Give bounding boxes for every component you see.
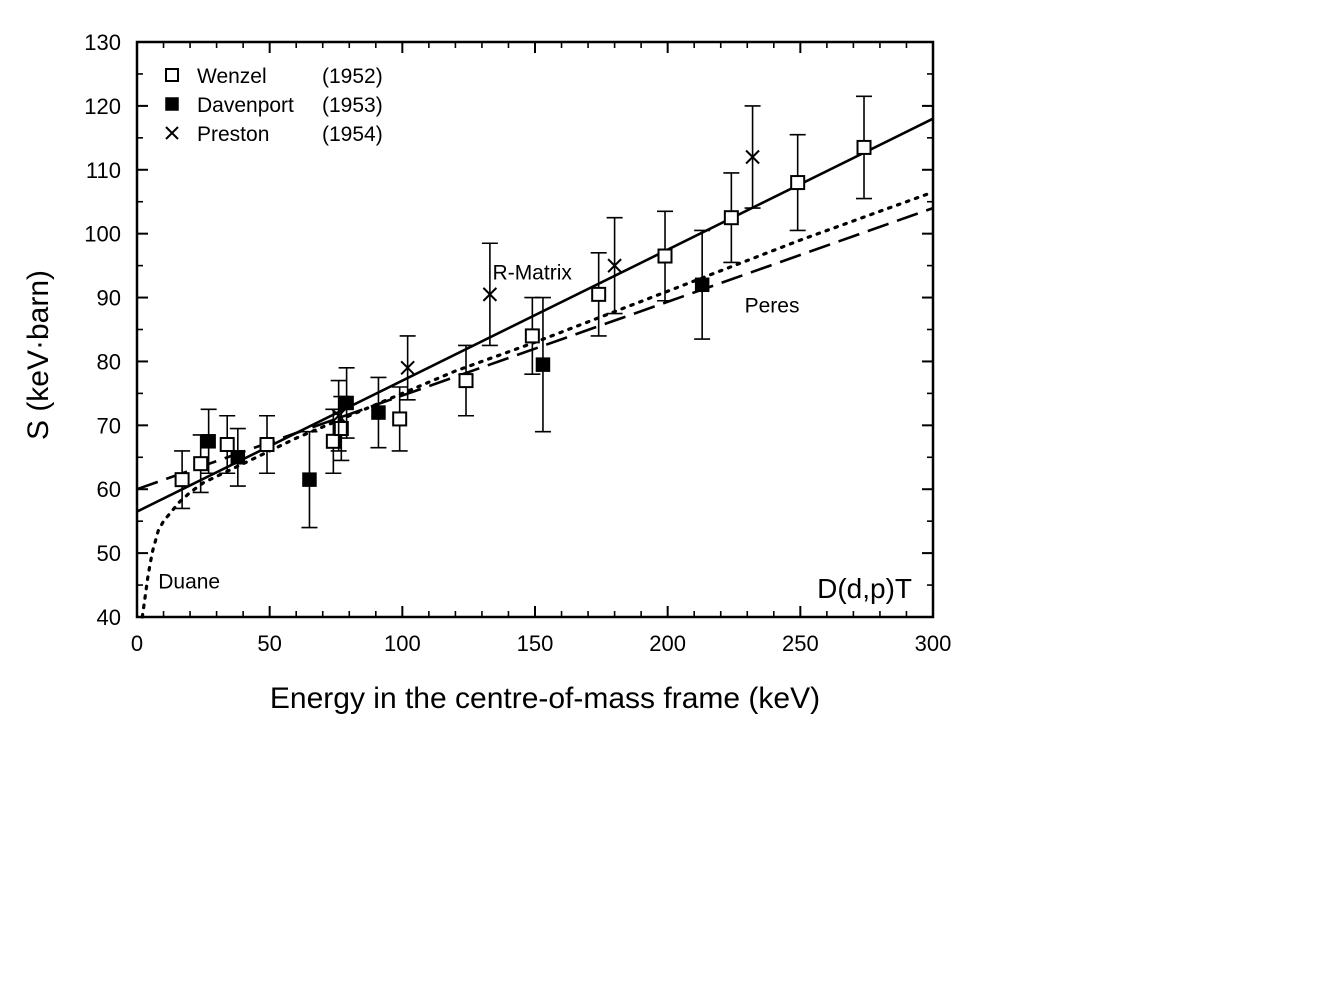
legend-year: (1953) <box>322 94 383 117</box>
data-point <box>789 133 806 232</box>
x-tick-label: 200 <box>649 631 686 656</box>
model-curves <box>136 117 935 619</box>
legend: Wenzel (1952) Davenport (1953) Preston (1954) <box>165 65 383 146</box>
reaction-label: D(d,p)T <box>817 573 912 604</box>
x-tick-label: 150 <box>517 631 554 656</box>
marker-cross <box>745 149 760 165</box>
marker-open-square <box>657 248 673 264</box>
y-tick-label: 60 <box>97 477 121 502</box>
data-point <box>229 427 246 487</box>
marker-cross <box>482 287 498 302</box>
data-point <box>723 172 740 264</box>
legend-year: (1954) <box>322 123 383 146</box>
legend-item-davenport: Davenport (1953) <box>165 94 383 117</box>
marker-cross <box>607 258 622 273</box>
marker-open-square <box>856 139 872 155</box>
marker-filled-square <box>201 434 216 449</box>
y-tick-label: 50 <box>97 541 121 566</box>
marker-filled-square <box>371 405 386 420</box>
curve-peres <box>136 206 934 491</box>
x-tick-labels: 0 50 100 150 200 250 300 <box>131 631 951 656</box>
legend-label: Wenzel <box>197 65 267 88</box>
marker-open-square <box>325 433 341 449</box>
data-point <box>458 344 475 417</box>
y-tick-label: 110 <box>86 158 121 183</box>
data-point <box>370 376 387 449</box>
marker-open-square <box>392 411 408 427</box>
y-axis-title: S (keV·barn) <box>22 270 55 440</box>
data-point <box>606 216 623 315</box>
curve-r-matrix <box>136 117 934 513</box>
data-point <box>338 367 355 439</box>
marker-open-square <box>524 328 540 344</box>
legend-item-wenzel: Wenzel (1952) <box>165 65 383 88</box>
marker-open-square <box>723 210 739 226</box>
data-point <box>481 242 498 347</box>
data-point <box>657 210 674 302</box>
marker-filled-square <box>339 395 354 411</box>
marker-open-square <box>174 472 190 488</box>
legend-item-preston: Preston (1954) <box>165 123 383 146</box>
marker-filled-square <box>302 472 317 487</box>
legend-marker-open-square <box>165 68 179 82</box>
legend-year: (1952) <box>322 65 383 88</box>
data-point <box>856 95 873 200</box>
marker-open-square <box>259 437 275 452</box>
data-point <box>200 408 217 475</box>
x-axis-title: Energy in the centre-of-mass frame (keV) <box>270 682 820 715</box>
y-tick-labels: 40 50 60 70 80 90 100 110 120 130 <box>84 30 121 630</box>
x-tick-label: 100 <box>384 631 421 656</box>
annotation-r-matrix: R-Matrix <box>493 262 573 285</box>
legend-marker-cross <box>165 126 179 140</box>
legend-label: Preston <box>197 123 269 146</box>
marker-open-square <box>790 175 806 191</box>
data-point <box>301 430 318 529</box>
legend-marker-filled-square <box>165 97 179 111</box>
y-tick-label: 70 <box>97 413 121 438</box>
y-tick-label: 120 <box>84 94 121 119</box>
series-preston <box>330 105 761 452</box>
data-point <box>694 229 711 340</box>
x-tick-label: 50 <box>257 631 281 656</box>
marker-open-square <box>458 373 474 389</box>
data-point <box>524 296 541 376</box>
marker-cross <box>331 408 346 423</box>
x-tick-label: 250 <box>782 631 819 656</box>
x-tick-label: 300 <box>915 631 952 656</box>
data-point <box>174 450 191 510</box>
y-tick-label: 40 <box>97 605 121 630</box>
marker-open-square <box>219 437 235 452</box>
marker-filled-square <box>230 450 246 465</box>
marker-open-square <box>591 286 607 302</box>
data-point <box>391 386 408 452</box>
annotation-duane: Duane <box>158 570 220 593</box>
y-tick-label: 100 <box>84 222 121 247</box>
y-tick-label: 80 <box>97 349 121 374</box>
legend-label: Davenport <box>197 94 294 117</box>
y-tick-label: 130 <box>84 30 121 55</box>
series-davenport <box>200 229 711 529</box>
data-point <box>590 252 607 337</box>
data-point <box>192 434 209 494</box>
curve-duane <box>140 190 935 619</box>
annotation-peres: Peres <box>745 294 800 317</box>
data-point <box>534 296 551 433</box>
data-points <box>174 95 873 529</box>
x-tick-label: 0 <box>131 631 143 656</box>
data-point <box>219 414 236 475</box>
axis-ticks <box>136 41 934 618</box>
data-point <box>330 379 347 452</box>
data-point <box>259 414 276 475</box>
marker-filled-square <box>535 357 551 372</box>
marker-cross <box>400 360 415 376</box>
series-wenzel <box>174 95 873 510</box>
curve-annotations: R-Matrix Peres Duane <box>158 262 799 594</box>
data-point <box>399 335 416 401</box>
marker-open-square <box>193 456 209 472</box>
y-tick-label: 90 <box>97 286 121 311</box>
marker-filled-square <box>694 277 710 293</box>
data-point <box>744 105 761 209</box>
